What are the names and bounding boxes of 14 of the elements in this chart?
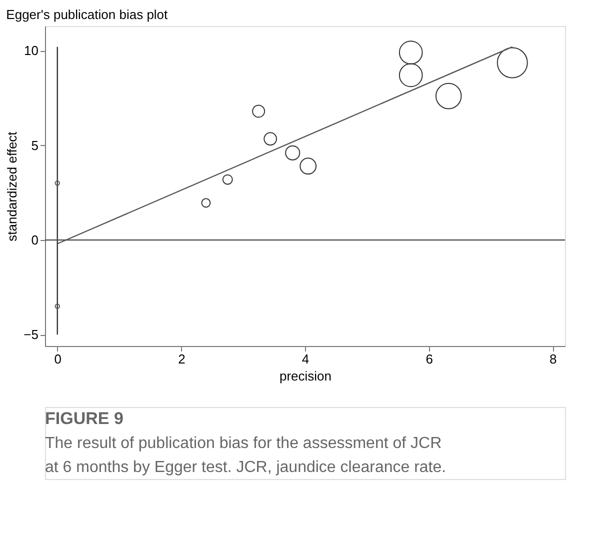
chart-title: Egger's publication bias plot xyxy=(6,7,168,22)
x-tick-label: 8 xyxy=(550,352,557,366)
caption: FIGURE 9 xyxy=(45,409,124,428)
x-tick-label: 0 xyxy=(54,352,62,366)
text: The result of publication bias for the assessment of JCR at 6 months by Egger test. JCR, jaundice clearance rate. xyxy=(45,435,446,476)
x-tick-label: 4 xyxy=(302,352,310,366)
y-tick-label: 5 xyxy=(31,138,38,153)
y-axis-title: standardized effect xyxy=(4,131,20,242)
x-tick-label: 6 xyxy=(426,352,433,366)
y-tick-label: 10 xyxy=(24,43,38,58)
y-tick-label: −5 xyxy=(24,327,38,342)
y-tick-label: 0 xyxy=(31,232,38,248)
x-tick-label: 2 xyxy=(178,352,186,366)
x-axis-title: precision xyxy=(279,368,332,384)
